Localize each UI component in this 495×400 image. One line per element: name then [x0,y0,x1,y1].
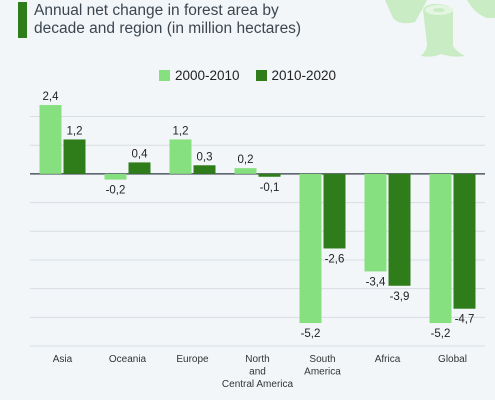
bar-series-1 [169,139,192,174]
chart-legend: 2000-2010 2010-2020 [0,68,495,83]
bar-series-2 [323,173,346,249]
category-label-line: South [309,354,335,365]
legend-label-series-1: 2000-2010 [174,68,240,83]
bar-series-1 [299,173,322,324]
bar-series-2 [388,173,411,286]
bar-series-2 [193,165,216,174]
legend-item-series-2: 2010-2020 [255,68,337,83]
data-label-series-2: 0,3 [197,151,213,163]
category-label: Oceania [109,354,147,365]
bar-series-2 [258,173,281,177]
data-label-series-1: -5,2 [301,328,321,340]
category-label: Asia [53,354,73,365]
data-label-series-2: -4,7 [455,314,475,326]
category-label-line: Asia [53,354,73,365]
bar-series-2 [128,162,151,174]
data-label-series-1: -0,2 [106,185,126,197]
bar-series-1 [234,168,257,174]
chart-title: Annual net change in forest area by deca… [34,2,364,38]
category-label-line: Global [438,354,467,365]
data-label-series-2: -2,6 [325,253,345,265]
category-label-line: America [304,367,341,378]
bar-series-1 [104,173,127,180]
legend-swatch-series-2 [255,70,267,81]
data-label-series-1: -5,2 [431,328,451,340]
title-accent-bar [18,2,27,38]
bar-series-2 [63,139,86,174]
data-label-series-1: 2,4 [43,91,60,103]
category-label: Europe [176,354,209,365]
category-label-line: Central America [222,379,294,390]
legend-label-series-2: 2010-2020 [271,68,337,83]
bar-series-2 [453,173,476,309]
data-label-series-2: -0,1 [260,182,280,194]
legend-swatch-series-1 [158,70,170,81]
category-label-line: and [249,367,266,378]
data-label-series-2: -3,9 [390,291,410,303]
data-label-series-1: 1,2 [173,125,189,137]
data-label-series-2: 0,4 [132,148,149,160]
category-label-line: Oceania [109,354,147,365]
category-label: Global [438,354,467,365]
category-label-line: Europe [176,354,209,365]
category-label: Africa [375,354,401,365]
category-label-line: Africa [375,354,401,365]
bar-series-1 [429,173,452,324]
title-line-2: decade and region (in million hectares) [34,20,302,37]
legend-item-series-1: 2000-2010 [158,68,240,83]
bar-series-1 [364,173,387,272]
data-label-series-1: -3,4 [366,276,386,288]
data-label-series-2: 1,2 [67,125,83,137]
title-line-1: Annual net change in forest area by [34,2,279,19]
category-label: North and Central America [222,354,294,390]
category-label: South America [304,354,341,378]
tree-stump-illustration [385,0,495,57]
bar-series-1 [39,105,62,174]
category-label-line: North [245,354,269,365]
data-label-series-1: 0,2 [238,154,254,166]
